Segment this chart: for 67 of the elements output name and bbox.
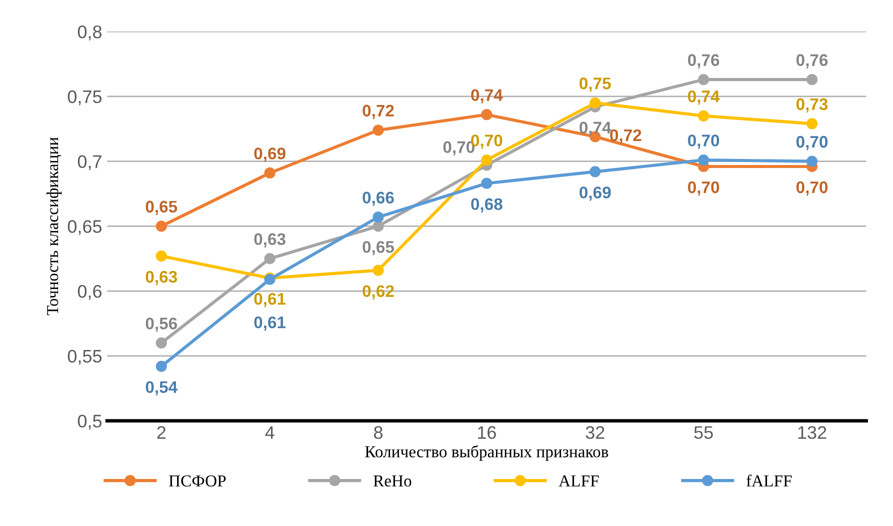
x-tick-label: 8 <box>374 426 382 439</box>
data-label: 0,66 <box>362 192 394 206</box>
data-label: 0,61 <box>254 292 286 308</box>
data-label: 0,72 <box>362 104 394 120</box>
x-tick-label: 55 <box>694 426 713 439</box>
x-tick-label: 16 <box>478 426 496 439</box>
data-label: 0,76 <box>688 54 720 68</box>
data-label: 0,70 <box>688 181 720 196</box>
point <box>264 253 276 264</box>
data-label: 0,70 <box>688 134 720 149</box>
x-tick-label: 4 <box>265 426 274 439</box>
data-label: 0,63 <box>254 233 286 248</box>
y-tick-label: 0,65 <box>68 220 102 236</box>
point <box>698 110 710 122</box>
point <box>372 264 384 276</box>
data-label: 0,62 <box>362 285 394 300</box>
point <box>698 154 710 166</box>
point <box>156 337 167 349</box>
legend-label: ALFF <box>558 475 599 486</box>
y-tick-label: 0,75 <box>68 90 102 106</box>
point <box>590 97 601 108</box>
x-tick-label: 2 <box>157 426 166 439</box>
x-tick-label: 132 <box>798 426 826 439</box>
data-label: 0,73 <box>796 98 828 113</box>
data-label: 0,76 <box>796 54 828 68</box>
y-tick-label: 0,6 <box>78 284 102 300</box>
data-label: 0,63 <box>146 270 177 286</box>
data-label: 0,69 <box>254 148 286 162</box>
y-axis-title: Точность классификации <box>46 137 62 316</box>
point <box>372 220 384 232</box>
data-label: 0,65 <box>362 241 394 256</box>
data-label: 0,61 <box>254 316 286 331</box>
legend-label: ReHo <box>373 475 412 487</box>
y-tick-label: 0,5 <box>78 414 102 430</box>
y-tick-label: 0,8 <box>78 25 102 40</box>
point <box>698 74 710 86</box>
point <box>806 74 818 86</box>
point <box>481 109 492 120</box>
point <box>806 156 818 167</box>
y-tick-label: 0,55 <box>68 350 102 365</box>
data-label: 0,74 <box>688 90 720 105</box>
data-label: 0,65 <box>146 200 178 216</box>
point <box>156 220 167 232</box>
data-label: 0,75 <box>580 78 611 92</box>
data-label: 0,74 <box>580 122 612 136</box>
point <box>156 250 167 262</box>
point <box>372 124 384 136</box>
data-label: 0,69 <box>580 186 611 201</box>
data-label: 0,56 <box>146 318 177 332</box>
x-axis-title: Количество выбранных признаков <box>365 445 608 461</box>
x-tick-label: 32 <box>586 426 604 439</box>
data-label: 0,72 <box>610 129 642 144</box>
point <box>481 178 492 189</box>
data-label: 0,68 <box>471 198 502 212</box>
point <box>806 118 818 130</box>
y-tick-label: 0,7 <box>78 155 102 170</box>
point <box>590 166 601 178</box>
data-label: 0,70 <box>796 181 828 196</box>
point <box>372 212 384 223</box>
legend-label: fALFF <box>746 474 792 486</box>
legend-label: ПСФОР <box>168 475 226 487</box>
data-label: 0,74 <box>471 89 503 104</box>
point <box>264 167 276 179</box>
point <box>156 360 167 372</box>
data-label: 0,54 <box>146 381 178 396</box>
data-label: 0,70 <box>796 136 828 150</box>
point <box>481 154 492 166</box>
